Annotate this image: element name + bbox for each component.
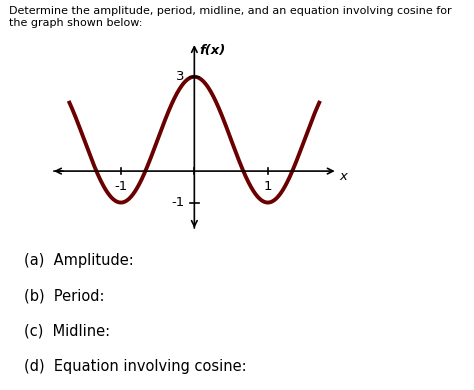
Text: 1: 1: [264, 180, 272, 193]
Text: Determine the amplitude, period, midline, and an equation involving cosine for: Determine the amplitude, period, midline…: [9, 6, 452, 16]
Text: (c)  Midline:: (c) Midline:: [24, 324, 110, 339]
Text: -1: -1: [172, 196, 185, 209]
Text: (d)  Equation involving cosine:: (d) Equation involving cosine:: [24, 359, 246, 374]
Text: (a)  Amplitude:: (a) Amplitude:: [24, 254, 134, 268]
Text: (b)  Period:: (b) Period:: [24, 289, 104, 303]
Text: f(x): f(x): [200, 44, 226, 57]
Text: 3: 3: [176, 70, 185, 83]
Text: -1: -1: [114, 180, 128, 193]
Text: the graph shown below:: the graph shown below:: [9, 18, 143, 28]
Text: x: x: [340, 170, 348, 183]
